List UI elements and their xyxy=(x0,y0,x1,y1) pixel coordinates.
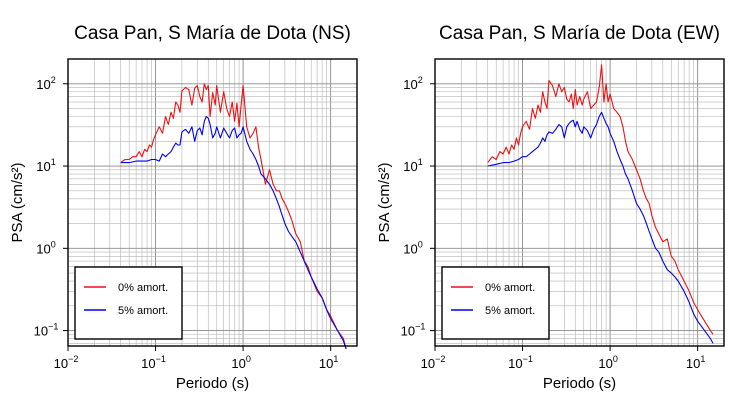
series-line-blue xyxy=(120,115,347,350)
y-tick-label: 102 xyxy=(36,75,55,92)
y-tick-label: 101 xyxy=(403,157,422,174)
x-tick-label: 10−1 xyxy=(141,354,166,371)
chart-title: Casa Pan, S María de Dota (EW) xyxy=(439,23,720,44)
legend-label: 0% amort. xyxy=(485,282,535,294)
legend-label: 0% amort. xyxy=(118,282,168,294)
chart-2: 10−2 10−1 100 101 10−1 100 101 102 Casa Pan, S M… xyxy=(376,23,725,392)
series-line-red xyxy=(120,83,347,350)
x-tick-label: 100 xyxy=(598,354,617,371)
plot-frame xyxy=(434,58,725,347)
y-tick-label: 10−1 xyxy=(34,322,59,339)
legend-label: 5% amort. xyxy=(118,305,168,317)
legend-box xyxy=(74,266,183,340)
x-axis-label: Periodo (s) xyxy=(176,375,249,392)
chart-title: Casa Pan, S María de Dota (NS) xyxy=(74,23,351,44)
legend: 0% amort. 5% amort. xyxy=(74,266,183,340)
chart-1: 10−2 10−1 100 101 10−1 100 101 102 Casa Pan, S M… xyxy=(9,23,358,392)
y-tick-label: 10−1 xyxy=(401,322,426,339)
series-line-blue xyxy=(487,111,714,344)
y-tick-label: 100 xyxy=(36,239,55,256)
x-tick-label: 10−2 xyxy=(54,354,79,371)
y-tick-label: 100 xyxy=(403,239,422,256)
legend-label: 5% amort. xyxy=(485,305,535,317)
y-tick-label: 101 xyxy=(36,157,55,174)
series-line-red xyxy=(487,64,714,335)
x-tick-label: 101 xyxy=(686,354,705,371)
legend: 0% amort. 5% amort. xyxy=(441,266,550,340)
y-axis-label: PSA (cm/s²) xyxy=(9,162,26,242)
y-axis-label: PSA (cm/s²) xyxy=(376,162,393,242)
x-tick-label: 10−1 xyxy=(508,354,533,371)
x-tick-label: 10−2 xyxy=(421,354,446,371)
x-axis-label: Periodo (s) xyxy=(543,375,616,392)
legend-box xyxy=(441,266,550,340)
x-tick-label: 101 xyxy=(319,354,338,371)
y-tick-label: 102 xyxy=(403,75,422,92)
plot-frame xyxy=(67,58,358,347)
x-tick-label: 100 xyxy=(231,354,250,371)
